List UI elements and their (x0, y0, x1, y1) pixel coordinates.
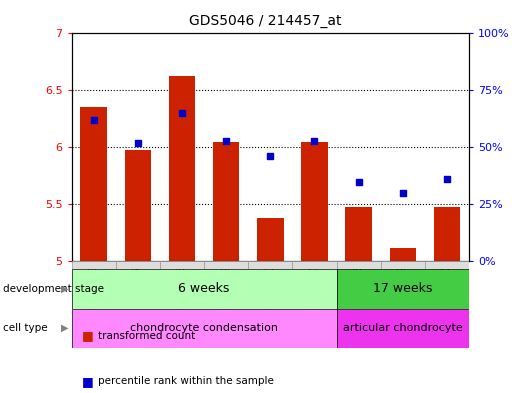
Bar (125, 150, 151, 261)
Bar (381, 261, 425, 269)
Text: 17 weeks: 17 weeks (373, 282, 432, 296)
Bar (337, 309, 469, 348)
Bar (169, 75, 195, 261)
Text: articular chondrocyte: articular chondrocyte (343, 323, 463, 333)
Bar (204, 261, 248, 269)
Bar (390, 248, 416, 261)
Bar (257, 218, 284, 261)
Text: ■: ■ (82, 329, 94, 343)
Text: cell type: cell type (3, 323, 47, 333)
Text: GDS5046 / 214457_at: GDS5046 / 214457_at (189, 14, 341, 28)
Point (443, 176, 451, 182)
Text: ▶: ▶ (61, 323, 68, 333)
Text: ▶: ▶ (61, 284, 68, 294)
Bar (81, 108, 107, 261)
Bar (72, 261, 116, 269)
Point (222, 138, 231, 144)
Bar (434, 207, 460, 261)
Bar (248, 261, 293, 269)
Text: transformed count: transformed count (98, 331, 195, 341)
Bar (337, 261, 381, 269)
Text: percentile rank within the sample: percentile rank within the sample (98, 376, 274, 386)
Point (399, 190, 407, 196)
Bar (116, 261, 160, 269)
Point (266, 153, 275, 160)
Bar (72, 269, 337, 309)
Text: development stage: development stage (3, 284, 104, 294)
Bar (425, 261, 469, 269)
Point (310, 138, 319, 144)
Text: 6 weeks: 6 weeks (179, 282, 229, 296)
Point (355, 178, 363, 185)
Point (90, 117, 98, 123)
Text: ■: ■ (82, 375, 94, 388)
Bar (301, 142, 328, 261)
Bar (337, 269, 469, 309)
Bar (293, 261, 337, 269)
Text: chondrocyte condensation: chondrocyte condensation (130, 323, 278, 333)
Bar (160, 261, 204, 269)
Point (178, 110, 186, 116)
Bar (346, 207, 372, 261)
Point (134, 140, 142, 146)
Bar (213, 142, 240, 261)
Bar (72, 309, 337, 348)
